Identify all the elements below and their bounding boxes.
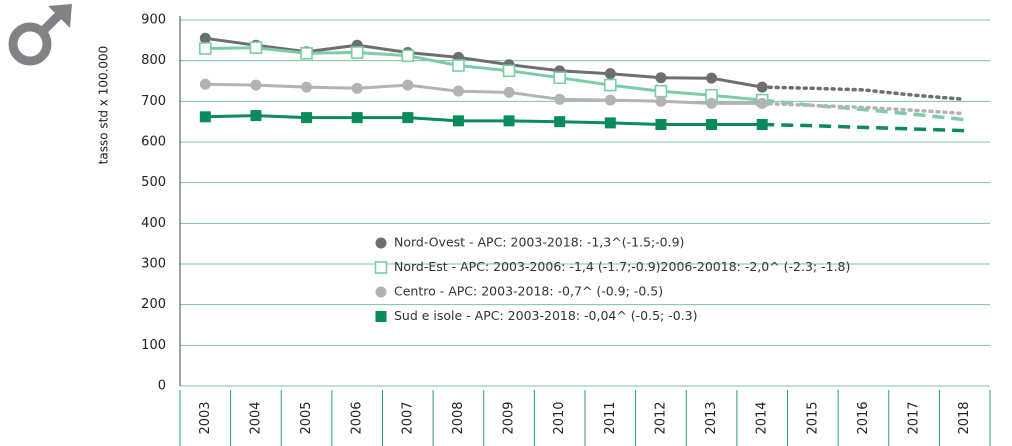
legend-label: Centro - APC: 2003-2018: -0,7^ (-0.9; -0…	[394, 284, 663, 299]
x-tick-label: 2015	[805, 401, 820, 434]
marker	[301, 81, 313, 93]
projection-line	[760, 101, 967, 116]
series-line	[205, 82, 763, 105]
marker	[655, 72, 667, 84]
marker	[401, 49, 415, 63]
marker	[402, 112, 414, 124]
marker	[452, 59, 465, 72]
marker	[756, 81, 768, 93]
marker	[756, 119, 768, 131]
marker	[604, 94, 616, 106]
y-tick-label: 200	[141, 297, 166, 312]
legend-marker	[375, 237, 387, 249]
y-tick-label: 800	[141, 53, 166, 68]
marker	[554, 116, 566, 128]
legend-label: Sud e isole - APC: 2003-2018: -0,04^ (-0…	[394, 308, 698, 323]
marker	[350, 46, 364, 59]
marker	[199, 111, 211, 123]
y-tick-label: 900	[141, 13, 166, 28]
x-tick-label: 2003	[198, 401, 213, 434]
series-line	[205, 36, 763, 89]
marker	[300, 47, 313, 60]
y-tick-label: 500	[141, 175, 166, 190]
x-tick-label: 2012	[653, 401, 668, 434]
marker	[553, 71, 566, 85]
marker	[503, 86, 515, 98]
legend-marker	[375, 311, 387, 322]
male-symbol	[8, 8, 66, 66]
x-tick-label: 2010	[552, 401, 567, 434]
y-tick-label: 400	[141, 216, 166, 231]
legend-label: Nord-Est - APC: 2003-2006: -1,4 (-1.7;-0…	[394, 259, 850, 274]
x-tick-label: 2008	[451, 401, 466, 434]
marker	[452, 115, 464, 127]
marker	[654, 84, 668, 98]
marker	[706, 97, 718, 109]
marker	[604, 68, 616, 80]
x-tick-label: 2007	[400, 401, 415, 434]
projection-line	[762, 98, 965, 122]
series-line	[205, 46, 763, 102]
y-tick-label: 100	[141, 338, 166, 353]
y-tick-label: 0	[158, 379, 166, 394]
marker	[502, 64, 516, 78]
x-tick-label: 2014	[755, 401, 770, 434]
marker	[199, 32, 211, 44]
x-tick-label: 2009	[502, 401, 517, 434]
legend-label: Nord-Ovest - APC: 2003-2018: -1,3^(-1.5;…	[394, 235, 684, 250]
marker	[452, 85, 464, 97]
x-tick-label: 2018	[957, 401, 972, 434]
marker	[604, 78, 617, 92]
marker	[655, 119, 667, 131]
marker	[706, 72, 718, 84]
x-tick-label: 2016	[856, 401, 871, 434]
y-tick-label: 600	[141, 135, 166, 150]
marker	[199, 42, 212, 55]
marker	[554, 93, 566, 105]
marker	[655, 95, 667, 107]
marker	[756, 97, 768, 109]
legend-marker	[375, 286, 387, 298]
marker	[351, 82, 363, 94]
marker	[706, 119, 718, 131]
marker	[249, 41, 263, 54]
marker	[199, 78, 211, 90]
x-tick-label: 2013	[704, 401, 719, 434]
x-tick-label: 2017	[907, 401, 922, 434]
projection-line	[762, 122, 965, 133]
marker	[301, 112, 313, 124]
series-line	[205, 114, 763, 126]
x-tick-label: 2011	[603, 401, 618, 434]
x-tick-label: 2004	[248, 401, 263, 434]
male-symbol-arrow	[48, 4, 72, 28]
x-tick-label: 2006	[350, 401, 365, 434]
y-tick-label: 300	[141, 257, 166, 272]
projection-line	[760, 85, 967, 102]
marker	[250, 110, 262, 122]
marker	[503, 115, 515, 127]
y-tick-label: 700	[141, 94, 166, 109]
marker	[604, 117, 616, 129]
marker	[250, 79, 262, 91]
marker	[402, 79, 414, 91]
x-tick-label: 2005	[299, 401, 314, 434]
marker	[351, 112, 363, 124]
legend-marker	[374, 261, 388, 274]
y-axis-label: tasso std x 100.000	[97, 46, 111, 165]
